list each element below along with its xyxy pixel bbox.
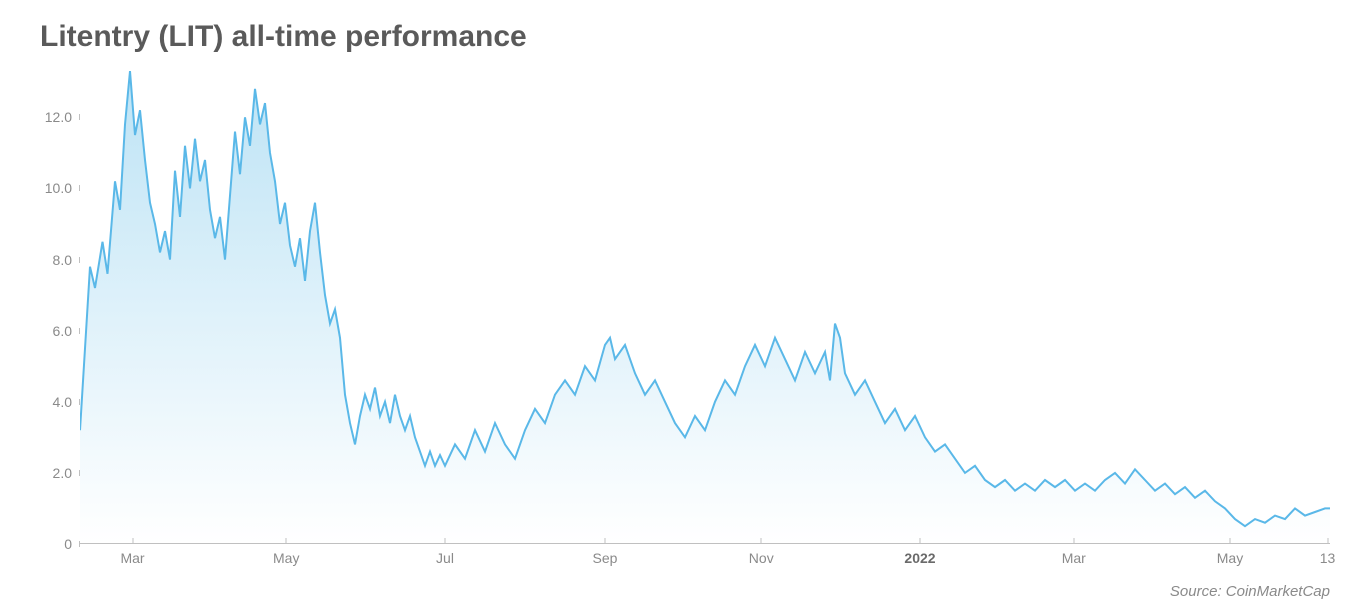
y-tick-label: 12.0 <box>45 109 72 125</box>
x-tick-mark <box>920 538 921 544</box>
chart-svg <box>80 64 1330 544</box>
y-tick-label: 10.0 <box>45 180 72 196</box>
chart-container: Litentry (LIT) all-time performance 0 2.0… <box>40 20 1330 580</box>
x-tick-label: 2022 <box>904 550 935 566</box>
y-tick-label: 4.0 <box>53 394 72 410</box>
x-tick-mark <box>605 538 606 544</box>
x-tick-label: Jul <box>436 550 454 566</box>
x-tick-mark <box>286 538 287 544</box>
y-axis: 02.04.06.08.010.012.0 <box>40 64 80 544</box>
y-tick-label: 8.0 <box>53 252 72 268</box>
y-tick-label: 0 <box>64 536 72 552</box>
chart-title: Litentry (LIT) all-time performance <box>40 20 1330 54</box>
x-tick-label: Mar <box>120 550 144 566</box>
x-tick-label: 13 <box>1320 550 1336 566</box>
x-tick-mark <box>1327 538 1328 544</box>
x-tick-mark <box>1073 538 1074 544</box>
x-tick-mark <box>132 538 133 544</box>
x-tick-label: May <box>1217 550 1243 566</box>
x-tick-mark <box>761 538 762 544</box>
y-tick-label: 2.0 <box>53 465 72 481</box>
x-tick-mark <box>1230 538 1231 544</box>
area-fill <box>80 71 1330 544</box>
x-tick-label: Sep <box>593 550 618 566</box>
x-tick-label: Nov <box>749 550 774 566</box>
x-tick-mark <box>445 538 446 544</box>
source-attribution: Source: CoinMarketCap <box>1170 583 1330 600</box>
plot-area: 02.04.06.08.010.012.0 MarMayJulSepNov202… <box>40 64 1330 544</box>
x-tick-label: Mar <box>1062 550 1086 566</box>
y-tick-label: 6.0 <box>53 323 72 339</box>
x-axis: MarMayJulSepNov2022MarMay13 <box>80 544 1330 574</box>
x-tick-label: May <box>273 550 299 566</box>
